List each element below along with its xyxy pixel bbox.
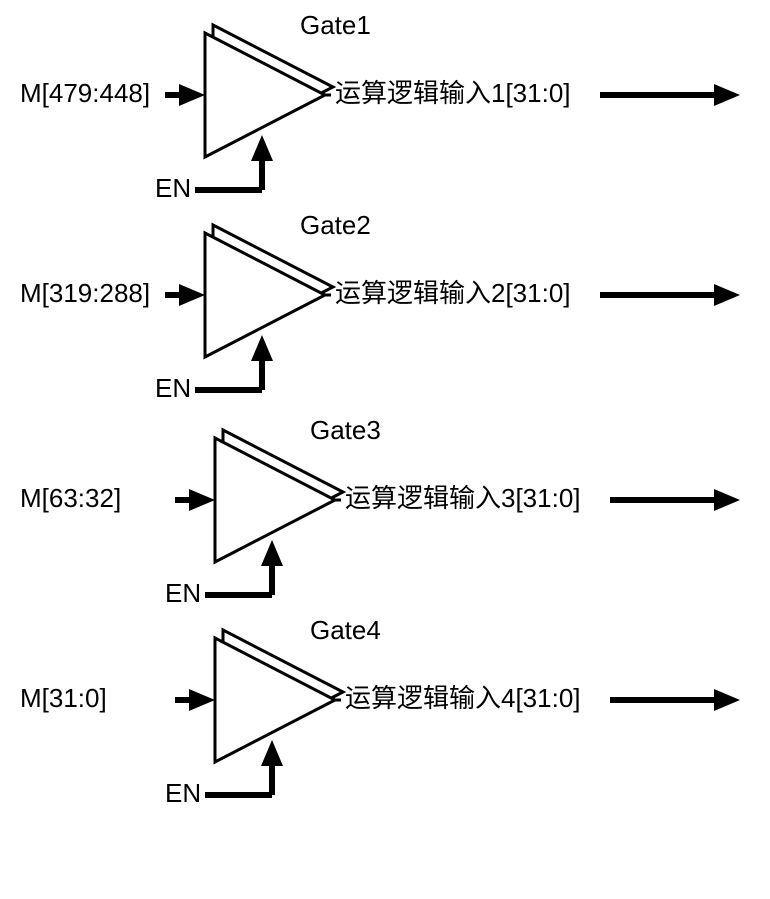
output-label: 运算逻辑输入4[31:0] (345, 683, 581, 713)
en-label: EN (165, 778, 201, 808)
en-label: EN (155, 173, 191, 203)
gate-label: Gate3 (310, 415, 381, 445)
input-label: M[63:32] (20, 483, 121, 513)
gate-label: Gate4 (310, 615, 381, 645)
en-label: EN (165, 578, 201, 608)
output-label: 运算逻辑输入3[31:0] (345, 483, 581, 513)
input-label: M[479:448] (20, 78, 150, 108)
output-label: 运算逻辑输入1[31:0] (335, 78, 571, 108)
gate-label: Gate2 (300, 210, 371, 240)
en-label: EN (155, 373, 191, 403)
gate-label: Gate1 (300, 10, 371, 40)
output-label: 运算逻辑输入2[31:0] (335, 278, 571, 308)
input-label: M[319:288] (20, 278, 150, 308)
input-label: M[31:0] (20, 683, 107, 713)
